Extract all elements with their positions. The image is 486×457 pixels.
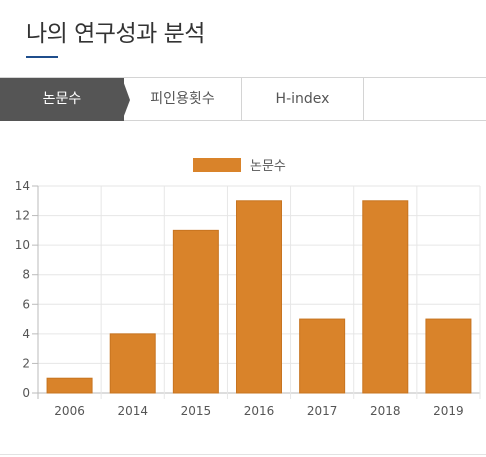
y-tick-label: 4 (22, 327, 30, 341)
bar-2006 (46, 377, 93, 394)
y-tick-label: 6 (22, 297, 30, 311)
bar-2014 (109, 333, 156, 394)
legend-label: 논문수 (250, 159, 286, 174)
tab-bar: 논문수 피인용횟수 H-index (0, 77, 486, 121)
bar-2016 (236, 200, 282, 394)
chart-bars (46, 200, 472, 394)
y-tick-label: 8 (22, 268, 30, 282)
x-axis-ticks: 2006 2014 2015 2016 2017 2018 2019 (54, 404, 463, 418)
y-axis-ticks: 0 2 4 6 8 10 12 14 (15, 179, 30, 400)
x-tick-label: 2018 (370, 404, 401, 418)
y-tick-label: 2 (22, 356, 30, 370)
tab-h-index[interactable]: H-index (242, 78, 364, 121)
tab-citations[interactable]: 피인용횟수 (124, 78, 242, 121)
tab-publications[interactable]: 논문수 (0, 78, 124, 121)
page-title: 나의 연구성과 분석 (26, 21, 205, 47)
title-underline (26, 56, 58, 58)
x-tick-label: 2014 (117, 404, 148, 418)
y-tick-label: 14 (15, 179, 30, 193)
x-tick-label: 2015 (181, 404, 212, 418)
y-tick-label: 10 (15, 238, 30, 252)
y-tick-label: 12 (15, 209, 30, 223)
chart-legend[interactable]: 논문수 (193, 158, 286, 174)
x-tick-label: 2017 (307, 404, 338, 418)
x-tick-label: 2016 (244, 404, 275, 418)
x-tick-label: 2019 (433, 404, 464, 418)
active-tab-arrow (122, 78, 130, 121)
bar-chart: 논문수 0 2 4 6 8 10 12 14 2006 2014 2015 2016 2017 2018… (15, 158, 481, 418)
bar-2015 (172, 229, 219, 394)
bar-2019 (425, 318, 472, 394)
bottom-divider (0, 454, 486, 455)
x-tick-label: 2006 (54, 404, 85, 418)
y-tick-label: 0 (22, 386, 30, 400)
bar-2017 (299, 318, 346, 394)
bar-2018 (362, 200, 409, 394)
legend-swatch (193, 158, 241, 172)
